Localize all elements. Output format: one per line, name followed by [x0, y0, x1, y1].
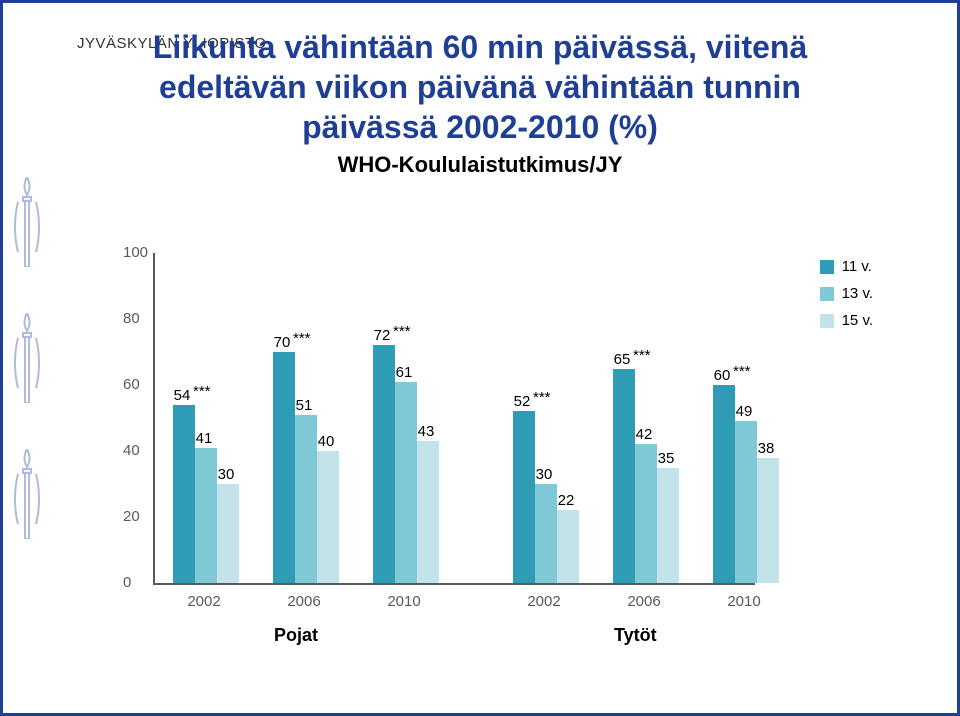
- title-line-1: Liikunta vähintään 60 min päivässä, viit…: [73, 27, 887, 67]
- bar: [395, 382, 417, 583]
- bar-value-label: 22: [555, 492, 577, 509]
- bar: [657, 468, 679, 584]
- bar: [295, 415, 317, 583]
- bar: [535, 484, 557, 583]
- bar-value-label: 41: [193, 430, 215, 447]
- y-tick-label: 40: [123, 442, 140, 459]
- bar-value-label: 61: [393, 364, 415, 381]
- x-tick-label: 2006: [611, 593, 677, 610]
- title-line-3: päivässä 2002-2010 (%): [73, 107, 887, 147]
- y-tick-label: 60: [123, 376, 140, 393]
- significance-marker: ***: [633, 347, 651, 364]
- y-tick-label: 20: [123, 508, 140, 525]
- x-tick-label: 2002: [171, 593, 237, 610]
- legend-label: 13 v.: [842, 285, 873, 302]
- legend: 11 v. 13 v. 15 v.: [820, 258, 873, 339]
- plot-area: [153, 253, 755, 585]
- torch-icon: [12, 177, 42, 267]
- x-tick-label: 2006: [271, 593, 337, 610]
- bar-value-label: 49: [733, 403, 755, 420]
- bar-value-label: 60: [711, 367, 733, 384]
- bar: [613, 369, 635, 584]
- watermark-torches: [6, 6, 48, 710]
- bar-chart: 11 v.13 v.15 v. 020406080100***544130200…: [93, 243, 873, 663]
- section-label: Pojat: [274, 625, 318, 646]
- bar: [713, 385, 735, 583]
- bar-value-label: 30: [215, 466, 237, 483]
- bar-value-label: 70: [271, 334, 293, 351]
- bar-value-label: 40: [315, 433, 337, 450]
- bar: [273, 352, 295, 583]
- torch-icon: [12, 313, 42, 403]
- x-tick-label: 2010: [371, 593, 437, 610]
- significance-marker: ***: [393, 323, 411, 340]
- bar: [635, 444, 657, 583]
- significance-marker: ***: [533, 389, 551, 406]
- bar-value-label: 65: [611, 351, 633, 368]
- legend-item: 15 v.: [820, 312, 873, 329]
- title-line-2: edeltävän viikon päivänä vähintään tunni…: [73, 67, 887, 107]
- legend-item: 13 v.: [820, 285, 873, 302]
- slide-title: Liikunta vähintään 60 min päivässä, viit…: [73, 27, 887, 179]
- title-subtitle: WHO-Koululaistutkimus/JY: [73, 151, 887, 179]
- y-tick-label: 0: [123, 574, 131, 591]
- bar-value-label: 35: [655, 450, 677, 467]
- bar-value-label: 52: [511, 393, 533, 410]
- legend-label: 15 v.: [842, 312, 873, 329]
- bar-value-label: 51: [293, 397, 315, 414]
- bar: [317, 451, 339, 583]
- bar: [417, 441, 439, 583]
- legend-swatch: [820, 314, 834, 328]
- bar: [557, 510, 579, 583]
- y-tick-label: 100: [123, 244, 148, 261]
- legend-swatch: [820, 287, 834, 301]
- bar-value-label: 72: [371, 327, 393, 344]
- bar: [173, 405, 195, 583]
- bar: [735, 421, 757, 583]
- x-tick-label: 2010: [711, 593, 777, 610]
- bar: [513, 411, 535, 583]
- torch-icon: [12, 449, 42, 539]
- significance-marker: ***: [293, 330, 311, 347]
- bar-value-label: 38: [755, 440, 777, 457]
- significance-marker: ***: [193, 383, 211, 400]
- y-tick-label: 80: [123, 310, 140, 327]
- bar: [217, 484, 239, 583]
- bar: [373, 345, 395, 583]
- significance-marker: ***: [733, 363, 751, 380]
- bar-value-label: 54: [171, 387, 193, 404]
- legend-item: 11 v.: [820, 258, 873, 275]
- section-label: Tytöt: [614, 625, 657, 646]
- bar-value-label: 42: [633, 426, 655, 443]
- bar-value-label: 43: [415, 423, 437, 440]
- bar-value-label: 30: [533, 466, 555, 483]
- x-tick-label: 2002: [511, 593, 577, 610]
- bar: [757, 458, 779, 583]
- bar: [195, 448, 217, 583]
- legend-label: 11 v.: [842, 258, 872, 275]
- legend-swatch: [820, 260, 834, 274]
